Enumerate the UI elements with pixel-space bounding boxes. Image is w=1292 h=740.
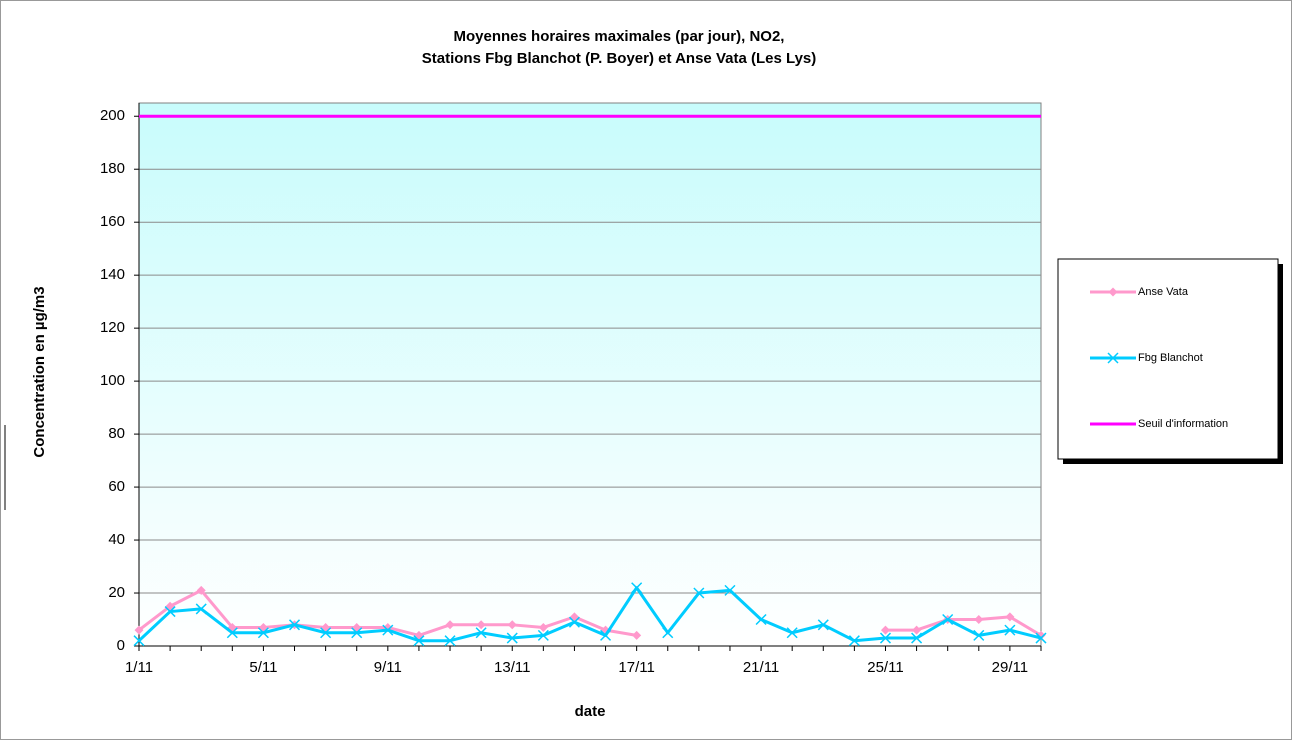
y-tick-label: 80 xyxy=(108,425,125,442)
y-tick-label: 40 xyxy=(108,531,125,548)
y-tick-label: 60 xyxy=(108,478,125,495)
marker xyxy=(600,629,612,641)
marker xyxy=(133,635,145,647)
plot-area xyxy=(138,102,1042,647)
legend-marker xyxy=(1107,352,1119,364)
marker xyxy=(1005,612,1015,622)
marker xyxy=(879,632,892,644)
marker xyxy=(445,620,455,630)
marker xyxy=(506,632,518,644)
marker xyxy=(880,625,890,635)
marker xyxy=(724,584,736,596)
x-tick-label: 17/11 xyxy=(618,659,654,676)
marker xyxy=(476,620,486,630)
x-tick-label: 5/11 xyxy=(249,659,277,676)
marker xyxy=(164,606,176,618)
marker xyxy=(475,627,487,639)
marker xyxy=(1004,624,1016,636)
marker xyxy=(537,629,549,641)
marker xyxy=(195,603,207,615)
legend-marker xyxy=(1108,287,1118,297)
marker xyxy=(568,616,580,628)
marker xyxy=(786,627,798,639)
y-tick-label: 160 xyxy=(100,213,125,230)
y-tick-label: 0 xyxy=(117,637,125,654)
marker xyxy=(382,624,394,636)
marker xyxy=(912,625,922,635)
marker xyxy=(134,625,144,635)
marker xyxy=(196,585,206,595)
y-tick-label: 140 xyxy=(100,266,125,283)
marker xyxy=(288,619,301,631)
y-tick-label: 180 xyxy=(100,160,125,177)
marker xyxy=(974,615,984,625)
marker xyxy=(1035,632,1047,644)
marker xyxy=(848,635,860,647)
marker xyxy=(973,629,985,641)
marker xyxy=(662,627,674,639)
marker xyxy=(351,627,363,639)
marker xyxy=(632,630,642,640)
y-tick-label: 120 xyxy=(100,319,125,336)
x-tick-label: 29/11 xyxy=(992,659,1028,676)
chart-subtitle: Stations Fbg Blanchot (P. Boyer) et Anse… xyxy=(422,50,817,67)
marker xyxy=(631,582,643,594)
marker xyxy=(911,632,923,644)
chart-title: Moyennes horaires maximales (par jour), … xyxy=(454,28,785,45)
marker xyxy=(413,635,425,647)
legend-label: Anse Vata xyxy=(1138,286,1189,298)
series-line xyxy=(137,586,1042,643)
marker xyxy=(538,622,548,632)
x-tick-label: 9/11 xyxy=(374,659,402,676)
marker xyxy=(226,627,238,639)
y-tick-label: 20 xyxy=(108,584,125,601)
marker xyxy=(444,635,456,647)
marker xyxy=(817,619,829,631)
marker xyxy=(257,627,269,639)
marker xyxy=(942,613,954,626)
x-axis-label: date xyxy=(575,703,606,720)
x-tick-label: 21/11 xyxy=(743,659,779,676)
legend-label: Fbg Blanchot xyxy=(1138,352,1203,364)
legend-label: Seuil d'information xyxy=(1138,418,1228,430)
x-tick-label: 25/11 xyxy=(867,659,903,676)
marker xyxy=(755,613,767,626)
marker xyxy=(320,627,332,639)
y-tick-label: 100 xyxy=(100,372,125,389)
y-axis-label: Concentration en µg/m3 xyxy=(31,286,48,457)
x-tick-label: 13/11 xyxy=(494,659,530,676)
y-tick-label: 200 xyxy=(100,107,125,124)
marker xyxy=(507,620,517,630)
marker xyxy=(693,587,705,599)
x-tick-label: 1/11 xyxy=(125,659,153,676)
